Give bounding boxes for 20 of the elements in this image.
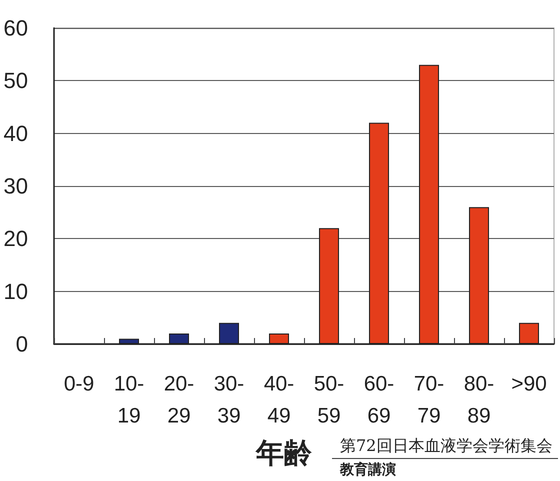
y-tick-label: 20	[4, 226, 28, 252]
y-tick-label: 60	[4, 16, 28, 40]
x-axis-title: 年齢	[255, 436, 312, 470]
x-tick-label: 30-39	[214, 372, 244, 428]
x-tick-label: 20-29	[164, 372, 194, 428]
x-tick-label: 50-59	[314, 372, 344, 428]
x-tick-label: >90	[511, 372, 547, 396]
x-tick-label: 70-79	[414, 372, 444, 428]
y-tick-label: 30	[4, 174, 28, 198]
y-tick-label: 10	[4, 278, 28, 304]
x-tick-label: 80-89	[464, 372, 494, 428]
x-tick-label: 10-19	[114, 372, 144, 428]
x-tick-label: 60-69	[364, 372, 394, 428]
text: 教育講演	[340, 461, 396, 479]
text: 第72回日本血液学会学術集会	[340, 436, 552, 457]
y-tick-label: 0	[16, 332, 28, 356]
y-tick-label: 40	[4, 120, 28, 146]
x-tick-label: 0-9	[64, 372, 94, 396]
y-tick-label: 50	[4, 68, 28, 94]
x-tick-label: 40-49	[264, 372, 294, 428]
